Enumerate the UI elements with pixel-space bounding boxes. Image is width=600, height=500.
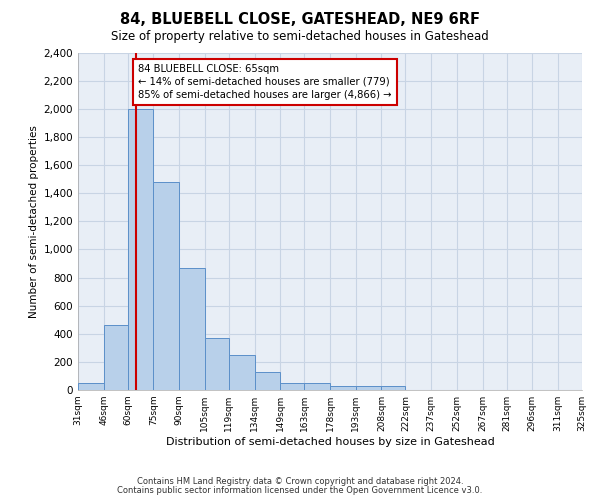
Bar — [280, 383, 304, 390]
Bar — [179, 268, 205, 390]
X-axis label: Distribution of semi-detached houses by size in Gateshead: Distribution of semi-detached houses by … — [166, 437, 494, 447]
Bar — [229, 355, 254, 390]
Bar — [205, 338, 229, 390]
Bar — [254, 372, 280, 390]
Bar — [78, 383, 104, 390]
Text: 84 BLUEBELL CLOSE: 65sqm
← 14% of semi-detached houses are smaller (779)
85% of : 84 BLUEBELL CLOSE: 65sqm ← 14% of semi-d… — [138, 64, 392, 100]
Text: Contains HM Land Registry data © Crown copyright and database right 2024.: Contains HM Land Registry data © Crown c… — [137, 477, 463, 486]
Bar — [356, 386, 382, 390]
Bar — [382, 386, 406, 390]
Text: Size of property relative to semi-detached houses in Gateshead: Size of property relative to semi-detach… — [111, 30, 489, 43]
Bar — [104, 326, 128, 390]
Bar — [330, 386, 356, 390]
Bar — [304, 383, 330, 390]
Bar — [154, 182, 179, 390]
Y-axis label: Number of semi-detached properties: Number of semi-detached properties — [29, 125, 40, 318]
Text: Contains public sector information licensed under the Open Government Licence v3: Contains public sector information licen… — [118, 486, 482, 495]
Bar — [128, 109, 154, 390]
Text: 84, BLUEBELL CLOSE, GATESHEAD, NE9 6RF: 84, BLUEBELL CLOSE, GATESHEAD, NE9 6RF — [120, 12, 480, 28]
